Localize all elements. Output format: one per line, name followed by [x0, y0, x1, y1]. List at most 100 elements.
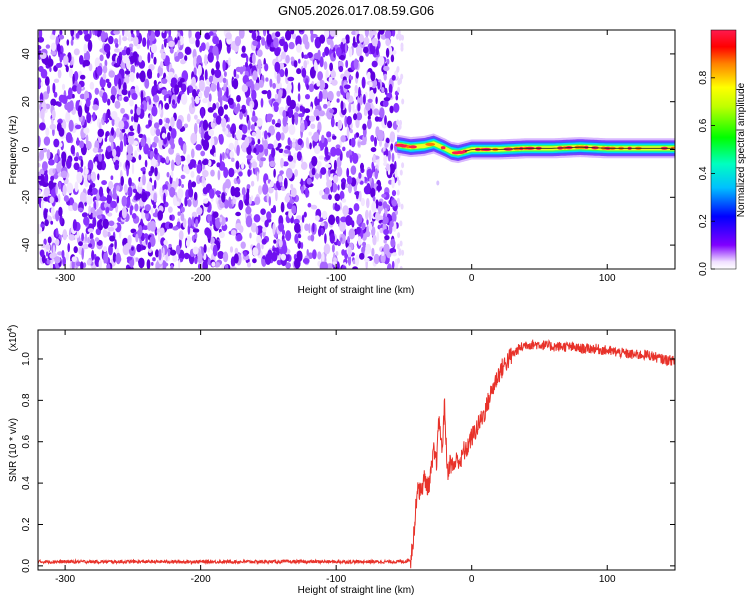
noise-cell — [90, 207, 95, 214]
noise-cell — [366, 182, 371, 193]
noise-cell — [157, 72, 160, 79]
noise-cell — [45, 44, 51, 49]
noise-cell — [46, 84, 51, 95]
noise-cell — [285, 54, 290, 64]
noise-cell — [218, 199, 222, 205]
noise-cell — [371, 226, 376, 237]
noise-cell — [191, 76, 196, 87]
noise-cell — [82, 192, 87, 203]
noise-cell — [175, 154, 182, 166]
noise-cell — [111, 95, 115, 104]
noise-cell — [274, 93, 279, 100]
noise-cell — [266, 113, 274, 119]
noise-cell — [39, 122, 46, 131]
noise-cell — [83, 127, 90, 134]
noise-cell — [210, 136, 215, 148]
noise-cell — [114, 100, 121, 109]
noise-cell — [266, 211, 272, 220]
noise-cell — [190, 132, 197, 144]
noise-cell — [138, 257, 145, 269]
noise-cell — [131, 213, 137, 219]
noise-cell — [120, 176, 124, 186]
noise-cell — [241, 84, 248, 93]
noise-cell — [341, 198, 347, 203]
noise-cell — [400, 203, 404, 210]
noise-cell — [126, 153, 133, 162]
noise-cell — [273, 104, 279, 113]
noise-cell — [144, 159, 148, 168]
noise-cell — [168, 40, 175, 48]
noise-cell — [219, 231, 225, 239]
noise-cell — [43, 238, 47, 246]
noise-cell — [131, 92, 138, 100]
noise-cell — [329, 30, 336, 37]
noise-cell — [49, 34, 56, 40]
noise-cell — [287, 137, 291, 146]
noise-cell — [165, 156, 170, 164]
noise-cell — [280, 201, 285, 213]
snr-x-tick-label: -200 — [191, 574, 211, 585]
noise-cell — [374, 116, 380, 122]
noise-cell — [104, 59, 108, 67]
noise-cell — [331, 79, 338, 86]
noise-cell — [217, 169, 221, 181]
noise-cell — [219, 217, 223, 223]
noise-cell — [254, 122, 257, 127]
noise-cell — [308, 115, 316, 122]
noise-cell — [370, 147, 377, 153]
spectrogram-x-tick-label: -100 — [326, 273, 346, 284]
noise-cell — [382, 146, 386, 152]
noise-cell — [334, 147, 342, 156]
noise-cell — [76, 83, 82, 95]
noise-cell — [371, 221, 375, 226]
noise-cell — [310, 30, 314, 35]
noise-cell — [239, 111, 244, 120]
noise-cell — [100, 30, 106, 43]
noise-cell — [76, 137, 80, 146]
noise-cell — [292, 138, 296, 143]
noise-cell — [280, 253, 286, 261]
noise-cell — [198, 79, 205, 92]
noise-cell — [207, 52, 214, 63]
noise-cell — [110, 127, 115, 136]
noise-cell — [88, 243, 93, 248]
noise-cell — [303, 54, 309, 59]
noise-cell — [210, 169, 215, 177]
noise-cell — [168, 222, 173, 229]
noise-cell — [222, 151, 225, 161]
noise-cell — [321, 252, 325, 263]
noise-cell — [129, 71, 135, 83]
noise-cell — [306, 83, 310, 90]
noise-cell — [228, 167, 235, 178]
noise-cell — [176, 119, 183, 130]
noise-cell — [310, 32, 314, 43]
noise-cell — [257, 58, 262, 70]
noise-cell — [194, 95, 200, 105]
noise-cell — [234, 106, 239, 115]
noise-cell — [94, 87, 100, 95]
noise-cell — [215, 60, 220, 70]
noise-cell — [340, 135, 346, 143]
noise-cell — [385, 163, 391, 172]
noise-cell — [204, 54, 208, 66]
noise-cell — [178, 230, 184, 241]
noise-cell — [182, 218, 187, 228]
noise-cell — [384, 235, 390, 241]
noise-cell — [158, 118, 163, 126]
noise-cell — [325, 163, 332, 168]
noise-cell — [278, 175, 283, 183]
noise-cell — [218, 39, 223, 52]
noise-cell — [211, 122, 216, 129]
noise-cell — [58, 34, 65, 40]
noise-cell — [121, 89, 128, 96]
noise-cell — [216, 81, 220, 92]
noise-cell — [227, 97, 234, 106]
noise-cell — [300, 161, 308, 170]
noise-cell — [391, 152, 395, 163]
noise-cell — [319, 56, 324, 68]
noise-cell — [150, 150, 153, 161]
noise-cell — [244, 198, 249, 206]
noise-cell — [258, 185, 263, 195]
noise-cell — [246, 154, 253, 160]
